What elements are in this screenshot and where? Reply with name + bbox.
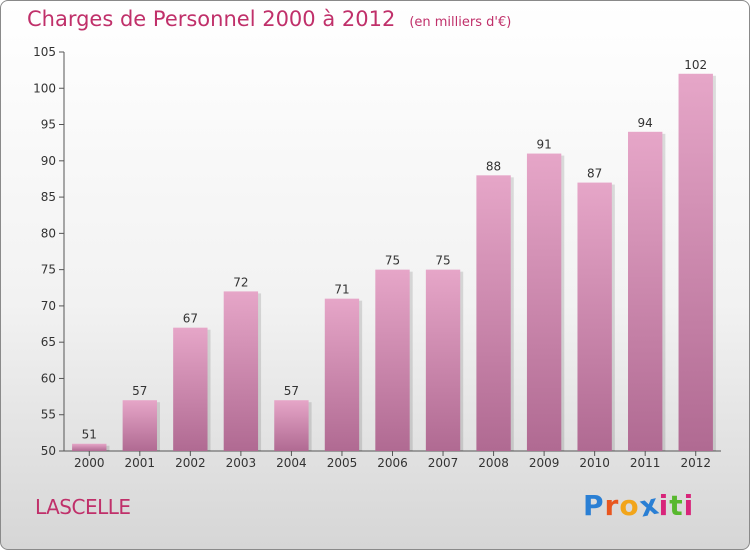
y-tick-label: 75 (41, 263, 56, 277)
x-tick-label: 2007 (428, 456, 459, 470)
bars (72, 73, 716, 452)
x-tick-label: 2004 (276, 456, 307, 470)
bar (476, 175, 511, 451)
y-tick-label: 50 (41, 444, 56, 458)
x-tick-label: 2002 (175, 456, 206, 470)
value-labels: 51 57 67 72 57 71 75 75 88 91 87 94 102 (82, 58, 708, 442)
bar (425, 269, 461, 451)
place-name: LASCELLE (35, 495, 131, 519)
y-tick-label: 70 (41, 299, 56, 313)
y-tick-label: 100 (33, 81, 56, 95)
chart-unit: (en milliers d'€) (409, 15, 512, 30)
value-label: 102 (684, 58, 707, 72)
value-label: 71 (334, 283, 349, 297)
x-tick-label: 2001 (125, 456, 156, 470)
bar (375, 269, 410, 451)
y-tick-label: 65 (41, 335, 56, 349)
y-tick-label: 105 (33, 45, 56, 59)
value-label: 57 (132, 384, 147, 398)
logo-letter: i (683, 489, 695, 522)
x-tick-label: 2010 (579, 456, 610, 470)
logo-letter: o (619, 489, 640, 522)
value-label: 87 (587, 167, 602, 181)
logo-letter: r (604, 489, 620, 522)
value-label: 72 (233, 275, 248, 289)
logo-letter: i (658, 489, 670, 522)
y-tick-label: 85 (41, 190, 56, 204)
y-tick-label: 80 (41, 226, 56, 240)
x-tick-label: 2003 (226, 456, 257, 470)
logo-letter: P (583, 489, 605, 522)
y-tick-label: 60 (41, 371, 56, 385)
bar (628, 131, 663, 452)
bar (274, 400, 309, 451)
value-label: 51 (82, 428, 97, 442)
x-tick-label: 2012 (680, 456, 711, 470)
bar (678, 73, 713, 451)
chart-title-text: Charges de Personnel 2000 à 2012 (27, 7, 396, 31)
y-tick-label: 55 (41, 408, 56, 422)
x-tick-label: 2011 (630, 456, 661, 470)
value-label: 67 (183, 312, 198, 326)
value-label: 88 (486, 159, 501, 173)
x-tick-label: 2006 (377, 456, 408, 470)
value-label: 57 (284, 384, 299, 398)
y-tick-label: 90 (41, 154, 56, 168)
bar (223, 291, 259, 451)
value-label: 75 (385, 254, 400, 268)
value-label: 94 (638, 116, 653, 130)
bar (173, 327, 208, 451)
chart-title: Charges de Personnel 2000 à 2012 (en mill… (27, 7, 511, 31)
bar (324, 298, 360, 451)
logo-letter: t (669, 489, 684, 522)
x-tick-label: 2005 (327, 456, 358, 470)
bar (122, 400, 157, 451)
bar (577, 182, 612, 451)
bar (526, 153, 562, 451)
x-tick-label: 2008 (478, 456, 509, 470)
value-label: 91 (536, 138, 551, 152)
x-tick-label: 2009 (529, 456, 560, 470)
bar (72, 443, 107, 451)
x-tick-label: 2000 (74, 456, 105, 470)
value-label: 75 (435, 254, 450, 268)
axes: 50 55 60 65 70 75 80 85 90 95 100 105 2000 2001 2002 20… (33, 45, 721, 470)
y-tick-label: 95 (41, 118, 56, 132)
proxiti-logo: Proxiti (583, 487, 695, 523)
